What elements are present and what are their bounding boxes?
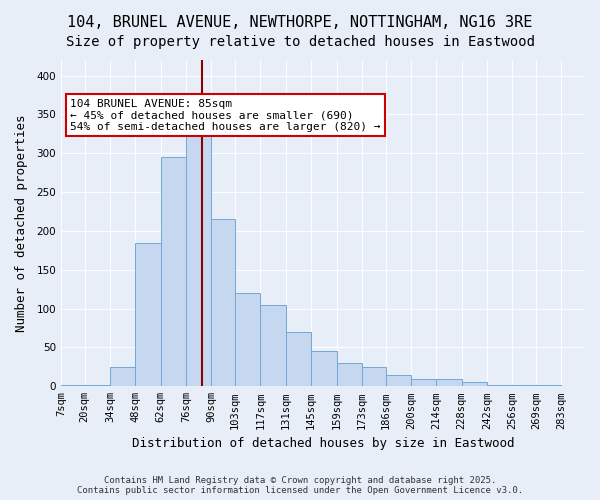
- Bar: [186, 134, 211, 386]
- Text: 104, BRUNEL AVENUE, NEWTHORPE, NOTTINGHAM, NG16 3RE: 104, BRUNEL AVENUE, NEWTHORPE, NOTTINGHA…: [67, 15, 533, 30]
- Text: Contains HM Land Registry data © Crown copyright and database right 2025.
Contai: Contains HM Land Registry data © Crown c…: [77, 476, 523, 495]
- Text: Size of property relative to detached houses in Eastwood: Size of property relative to detached ho…: [65, 35, 535, 49]
- Bar: [436, 378, 461, 386]
- Bar: [337, 363, 362, 386]
- Bar: [461, 382, 487, 386]
- Y-axis label: Number of detached properties: Number of detached properties: [15, 114, 28, 332]
- Bar: [386, 374, 411, 386]
- Bar: [362, 367, 386, 386]
- Bar: [512, 385, 536, 386]
- Bar: [286, 332, 311, 386]
- Bar: [211, 220, 235, 386]
- Bar: [161, 157, 186, 386]
- Bar: [536, 385, 562, 386]
- Bar: [85, 385, 110, 386]
- Text: 104 BRUNEL AVENUE: 85sqm
← 45% of detached houses are smaller (690)
54% of semi-: 104 BRUNEL AVENUE: 85sqm ← 45% of detach…: [70, 99, 380, 132]
- X-axis label: Distribution of detached houses by size in Eastwood: Distribution of detached houses by size …: [132, 437, 514, 450]
- Bar: [260, 304, 286, 386]
- Bar: [110, 367, 135, 386]
- Bar: [235, 293, 260, 386]
- Bar: [135, 242, 161, 386]
- Bar: [411, 378, 436, 386]
- Bar: [487, 385, 512, 386]
- Bar: [61, 385, 85, 386]
- Bar: [311, 352, 337, 386]
